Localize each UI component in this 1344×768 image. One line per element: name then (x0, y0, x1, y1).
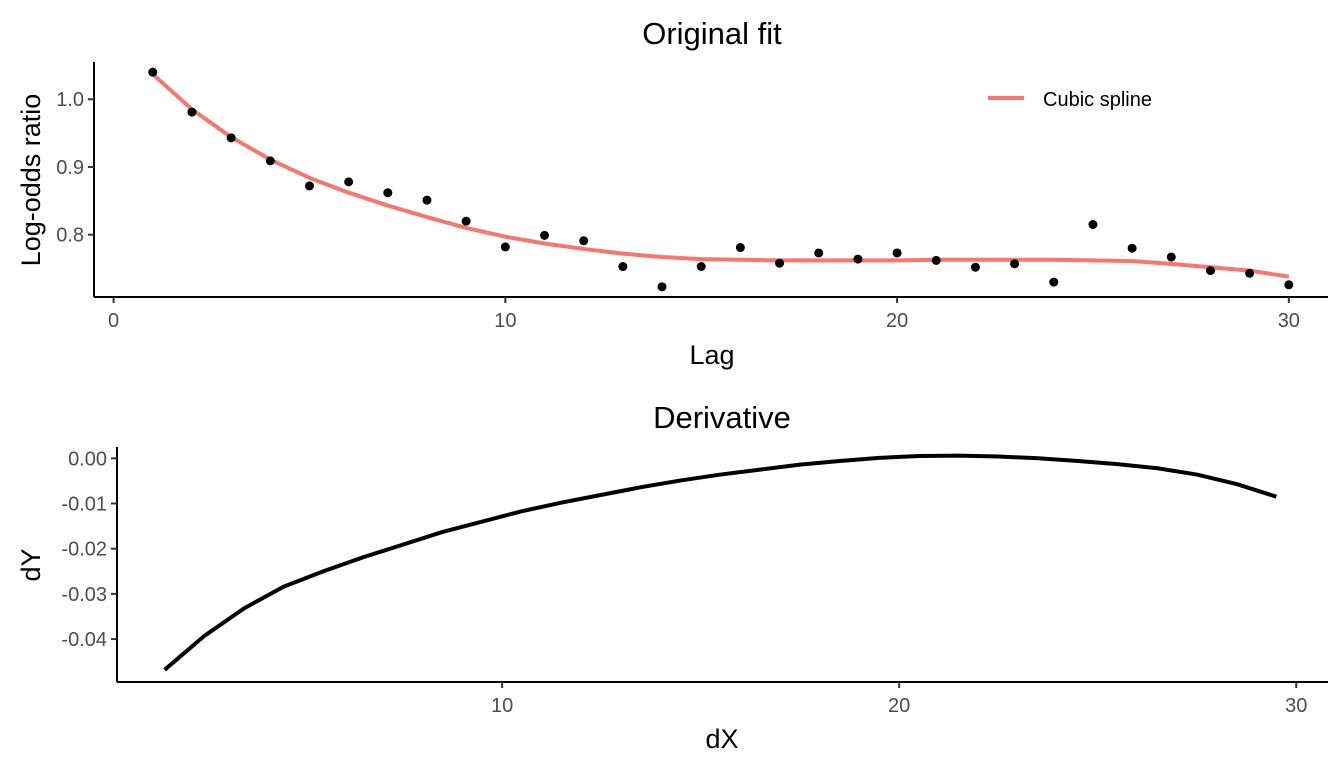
data-point (500, 242, 510, 252)
data-point (187, 107, 197, 117)
data-point (1010, 259, 1020, 269)
panel-derivative: Derivative -0.04 -0.03 -0.02 -0.01 0.00 10 20… (16, 400, 1328, 754)
panel-original-fit: Original fit 0.8 0.9 1.0 0 10 20 30 Lag Log-o… (16, 16, 1328, 370)
data-point (657, 282, 667, 292)
x-tick-label: 0 (108, 310, 119, 332)
data-point (540, 230, 550, 240)
y-tick-label: 0.00 (68, 448, 107, 470)
chart-title: Derivative (653, 400, 791, 435)
y-tick-label: -0.04 (61, 629, 107, 651)
x-tick-label: 20 (886, 310, 908, 332)
data-point (931, 255, 941, 265)
x-tick-label: 30 (1285, 695, 1307, 717)
x-tick-label: 10 (491, 695, 513, 717)
data-point (148, 67, 158, 77)
y-tick-label: 0.8 (56, 225, 84, 247)
data-point (265, 156, 275, 166)
x-tick-label: 20 (888, 695, 910, 717)
y-tick-label: -0.02 (61, 539, 107, 561)
data-point (814, 248, 824, 258)
data-point (1245, 268, 1255, 278)
data-point (422, 195, 432, 205)
data-point (383, 188, 393, 198)
data-point (344, 177, 354, 187)
y-tick-label: -0.03 (61, 584, 107, 606)
y-tick-label: 0.9 (56, 157, 84, 179)
data-point (735, 243, 745, 253)
data-point (579, 236, 589, 246)
data-point (1166, 252, 1176, 262)
derivative-line (163, 453, 1277, 672)
x-tick-label: 10 (494, 310, 516, 332)
data-point (618, 262, 628, 272)
y-axis-title: dY (16, 548, 46, 581)
data-point (892, 248, 902, 258)
legend-label-cubic-spline: Cubic spline (1043, 89, 1152, 111)
y-axis-title: Log-odds ratio (16, 94, 46, 267)
legend: Cubic spline (988, 89, 1152, 111)
cubic-spline-line (151, 72, 1290, 279)
data-point (226, 133, 236, 143)
x-tick-label: 30 (1278, 310, 1300, 332)
data-point (1205, 266, 1215, 276)
data-point (853, 254, 863, 264)
data-point (461, 216, 471, 226)
y-tick-label: 1.0 (56, 89, 84, 111)
data-point (1127, 243, 1137, 253)
data-point (970, 262, 980, 272)
x-axis-title: dX (705, 724, 738, 754)
data-point (1088, 220, 1098, 230)
data-point (696, 262, 706, 272)
data-point (775, 258, 785, 268)
data-point (1049, 277, 1059, 287)
x-axis-title: Lag (689, 340, 734, 370)
data-point (1284, 280, 1294, 290)
data-point (304, 181, 314, 191)
y-tick-label: -0.01 (61, 493, 107, 515)
chart-title: Original fit (642, 16, 782, 51)
